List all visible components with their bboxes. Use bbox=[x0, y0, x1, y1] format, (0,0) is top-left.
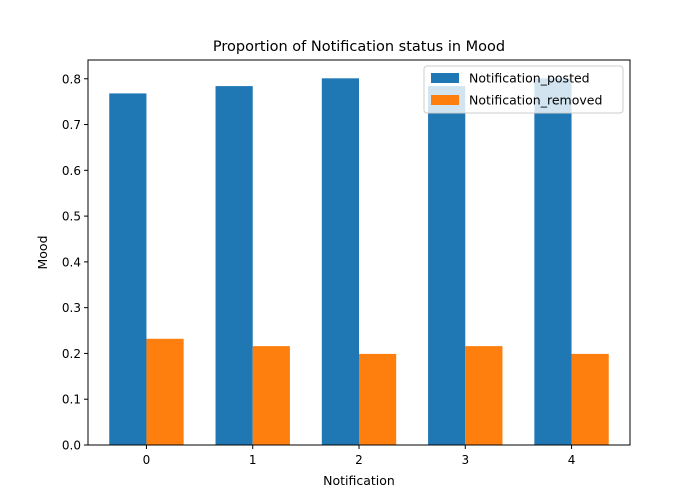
bar-notification-posted-0 bbox=[109, 93, 147, 445]
y-tick-label: 0.4 bbox=[62, 255, 81, 269]
legend-label-notification-removed: Notification_removed bbox=[469, 93, 602, 108]
y-tick-label: 0.7 bbox=[62, 118, 81, 132]
bar-notification-removed-0 bbox=[146, 338, 184, 445]
x-axis-ticks: 0 1 2 3 4 bbox=[143, 445, 576, 467]
y-tick-label: 0.0 bbox=[62, 439, 81, 453]
x-tick-label: 2 bbox=[355, 453, 363, 467]
y-tick-label: 0.1 bbox=[62, 393, 81, 407]
bar-notification-removed-3 bbox=[465, 346, 503, 445]
bar-notification-removed-4 bbox=[571, 353, 609, 445]
legend: Notification_posted Notification_removed bbox=[423, 65, 624, 114]
legend-label-notification-posted: Notification_posted bbox=[469, 71, 590, 86]
x-tick-label: 3 bbox=[461, 453, 469, 467]
y-tick-label: 0.2 bbox=[62, 347, 81, 361]
y-tick-label: 0.3 bbox=[62, 301, 81, 315]
plot-frame bbox=[87, 59, 631, 446]
bar-notification-removed-1 bbox=[252, 346, 290, 445]
bar-notification-posted-1 bbox=[215, 86, 253, 445]
x-tick-label: 4 bbox=[568, 453, 576, 467]
x-tick-label: 1 bbox=[249, 453, 257, 467]
legend-swatch-notification-posted bbox=[431, 73, 459, 83]
y-tick-label: 0.8 bbox=[62, 72, 81, 86]
y-tick-label: 0.6 bbox=[62, 164, 81, 178]
bar-notification-posted-3 bbox=[428, 86, 466, 445]
y-axis-ticks: 0.0 0.1 0.2 0.3 0.4 0.5 0.6 0.7 0.8 bbox=[62, 72, 88, 453]
y-axis-label: Mood bbox=[35, 235, 50, 269]
bar-notification-posted-4 bbox=[534, 78, 572, 446]
y-tick-label: 0.5 bbox=[62, 210, 81, 224]
legend-swatch-notification-removed bbox=[431, 95, 459, 105]
chart-title: Proportion of Notification status in Moo… bbox=[213, 39, 505, 55]
bars-layer bbox=[109, 78, 609, 446]
legend-box bbox=[423, 65, 624, 114]
bar-notification-posted-2 bbox=[321, 78, 359, 446]
x-tick-label: 0 bbox=[143, 453, 151, 467]
x-axis-label: Notification bbox=[323, 473, 395, 488]
bar-notification-removed-2 bbox=[359, 353, 397, 445]
